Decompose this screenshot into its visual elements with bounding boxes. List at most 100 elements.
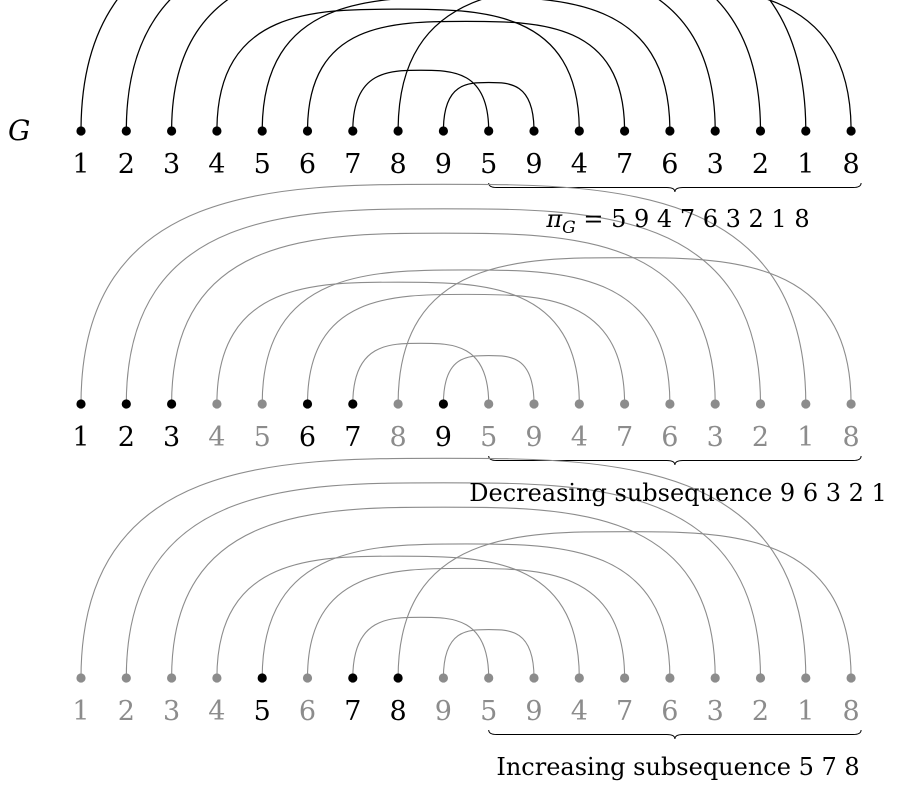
- vertex-12: [574, 126, 584, 136]
- arc-3-15: [171, 232, 716, 405]
- vertex-7: [348, 399, 358, 409]
- vertex-label-4: 4: [208, 149, 225, 180]
- arc-7-10: [352, 616, 490, 679]
- vertex-label-11: 9: [525, 149, 542, 180]
- vertex-label-1: 1: [72, 422, 89, 453]
- arc-5-14: [261, 269, 671, 405]
- vertex-label-1: 1: [72, 696, 89, 727]
- vertex-label-4: 4: [208, 696, 225, 727]
- vertex-label-6: 6: [299, 696, 316, 727]
- vertex-label-15: 3: [707, 149, 724, 180]
- vertex-label-3: 3: [163, 149, 180, 180]
- vertex-label-6: 6: [299, 422, 316, 453]
- vertex-13: [620, 673, 630, 683]
- vertex-label-4: 4: [208, 422, 225, 453]
- vertex-10: [484, 673, 494, 683]
- vertex-label-14: 6: [661, 422, 678, 453]
- vertex-5: [257, 399, 267, 409]
- vertex-15: [710, 399, 720, 409]
- arc-2-16: [125, 208, 762, 405]
- vertex-10: [484, 399, 494, 409]
- arc-9-11: [442, 354, 535, 405]
- arc-7-10: [352, 69, 490, 132]
- vertex-label-2: 2: [118, 149, 135, 180]
- vertex-label-10: 5: [480, 149, 497, 180]
- vertex-3: [167, 126, 177, 136]
- caption-decreasing: Decreasing subsequence 9 6 3 2 1: [469, 479, 887, 507]
- underbrace: [488, 182, 862, 193]
- vertex-12: [574, 673, 584, 683]
- vertex-label-18: 8: [843, 696, 860, 727]
- vertex-label-17: 1: [797, 149, 814, 180]
- vertex-label-6: 6: [299, 149, 316, 180]
- vertex-10: [484, 126, 494, 136]
- arc-5-14: [261, 543, 671, 679]
- vertex-label-9: 9: [435, 422, 452, 453]
- arc-3-15: [171, 506, 716, 679]
- vertex-17: [801, 399, 811, 409]
- vertex-label-13: 7: [616, 422, 633, 453]
- vertex-label-15: 3: [707, 696, 724, 727]
- vertex-9: [438, 673, 448, 683]
- vertex-label-11: 9: [525, 696, 542, 727]
- vertex-13: [620, 399, 630, 409]
- vertex-8: [393, 673, 403, 683]
- vertex-11: [529, 126, 539, 136]
- arc-6-13: [306, 567, 626, 679]
- caption-pi-sequence: = 5 9 4 7 6 3 2 1 8: [576, 205, 810, 233]
- vertex-9: [438, 126, 448, 136]
- vertex-8: [393, 399, 403, 409]
- vertex-8: [393, 126, 403, 136]
- vertex-label-18: 8: [843, 422, 860, 453]
- vertex-label-16: 2: [752, 149, 769, 180]
- vertex-6: [302, 673, 313, 683]
- vertex-label-17: 1: [797, 696, 814, 727]
- vertex-label-1: 1: [72, 149, 89, 180]
- vertex-2: [121, 673, 131, 683]
- vertex-label-5: 5: [254, 422, 271, 453]
- vertex-label-5: 5: [254, 696, 271, 727]
- arc-1-17: [80, 457, 807, 679]
- vertex-label-7: 7: [344, 696, 361, 727]
- vertex-18: [846, 399, 856, 409]
- vertex-label-7: 7: [344, 149, 361, 180]
- vertex-1: [76, 126, 86, 136]
- vertex-6: [302, 126, 313, 136]
- arc-7-10: [352, 342, 490, 405]
- vertex-3: [167, 399, 177, 409]
- vertex-7: [348, 673, 358, 683]
- vertex-9: [438, 399, 448, 409]
- arc-6-13: [306, 293, 626, 405]
- vertex-label-10: 5: [480, 422, 497, 453]
- vertex-label-17: 1: [797, 422, 814, 453]
- vertex-label-12: 4: [571, 696, 588, 727]
- vertex-label-15: 3: [707, 422, 724, 453]
- vertex-16: [755, 399, 766, 409]
- vertex-label-9: 9: [435, 696, 452, 727]
- vertex-label-8: 8: [390, 696, 407, 727]
- vertex-label-18: 8: [843, 149, 860, 180]
- vertex-label-8: 8: [390, 149, 407, 180]
- vertex-label-3: 3: [163, 422, 180, 453]
- vertex-label-16: 2: [752, 696, 769, 727]
- vertex-1: [76, 399, 86, 409]
- vertex-label-12: 4: [571, 149, 588, 180]
- vertex-label-3: 3: [163, 696, 180, 727]
- vertex-16: [755, 126, 766, 136]
- vertex-12: [574, 399, 584, 409]
- arc-2-16: [125, 482, 762, 679]
- vertex-1: [76, 673, 86, 683]
- vertex-14: [665, 399, 675, 409]
- arc-8-18: [397, 257, 852, 405]
- underbrace: [488, 455, 862, 466]
- vertex-label-13: 7: [616, 696, 633, 727]
- vertex-label-12: 4: [571, 422, 588, 453]
- vertex-11: [529, 399, 539, 409]
- vertex-11: [529, 673, 539, 683]
- vertex-7: [348, 126, 358, 136]
- vertex-17: [801, 673, 811, 683]
- graph-label: G: [8, 114, 30, 147]
